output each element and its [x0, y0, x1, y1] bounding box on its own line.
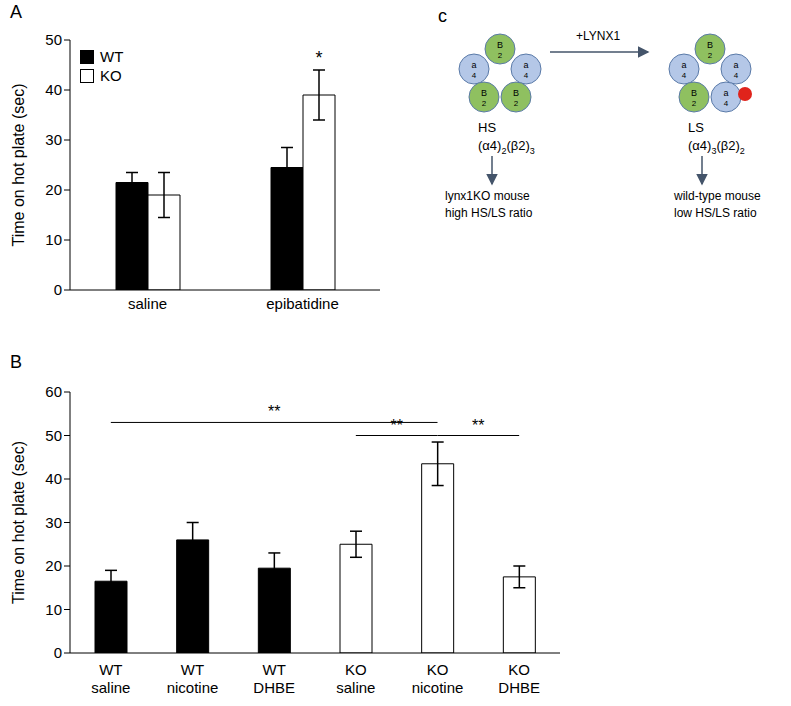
- svg-text:**: **: [390, 417, 402, 434]
- svg-text:2: 2: [482, 99, 487, 108]
- svg-text:4: 4: [724, 99, 729, 108]
- svg-text:2: 2: [708, 51, 713, 60]
- svg-text:WTnicotine: WTnicotine: [167, 661, 219, 696]
- svg-text:c: c: [438, 6, 447, 26]
- svg-text:saline: saline: [128, 295, 167, 312]
- svg-text:Time on hot plate (sec): Time on hot plate (sec): [10, 441, 27, 604]
- svg-text:40: 40: [45, 470, 62, 487]
- svg-text:**: **: [268, 403, 280, 420]
- svg-text:50: 50: [45, 427, 62, 444]
- svg-text:(α4)2(β2)3: (α4)2(β2)3: [478, 138, 535, 156]
- svg-text:epibatidine: epibatidine: [266, 295, 339, 312]
- svg-text:**: **: [472, 417, 484, 434]
- svg-text:LS: LS: [688, 120, 704, 135]
- svg-text:2: 2: [692, 99, 697, 108]
- svg-text:B: B: [513, 88, 519, 98]
- svg-text:a: a: [471, 60, 476, 70]
- svg-text:30: 30: [45, 514, 62, 531]
- svg-text:KOsaline: KOsaline: [336, 661, 375, 696]
- svg-text:KODHBE: KODHBE: [498, 661, 540, 696]
- svg-text:(α4)3(β2)2: (α4)3(β2)2: [688, 138, 745, 156]
- svg-text:a: a: [681, 60, 686, 70]
- svg-text:a: a: [523, 60, 528, 70]
- svg-text:2: 2: [498, 51, 503, 60]
- svg-text:30: 30: [45, 131, 62, 148]
- svg-text:a: a: [723, 88, 728, 98]
- html-text:WT: WT: [100, 48, 124, 65]
- svg-text:wild-type mouse: wild-type mouse: [673, 189, 761, 203]
- svg-text:WTsaline: WTsaline: [91, 661, 130, 696]
- svg-text:high HS/LS ratio: high HS/LS ratio: [445, 206, 533, 220]
- svg-text:0: 0: [54, 281, 62, 298]
- svg-text:20: 20: [45, 557, 62, 574]
- html-text:B: B: [10, 352, 22, 372]
- svg-text:4: 4: [682, 71, 687, 80]
- svg-text:4: 4: [472, 71, 477, 80]
- svg-text:4: 4: [734, 71, 739, 80]
- svg-text:*: *: [315, 48, 322, 68]
- svg-text:+LYNX1: +LYNX1: [576, 29, 620, 43]
- svg-text:4: 4: [524, 71, 529, 80]
- svg-text:HS: HS: [478, 120, 496, 135]
- svg-text:60: 60: [45, 383, 62, 400]
- svg-text:a: a: [733, 60, 738, 70]
- svg-text:B: B: [707, 40, 713, 50]
- html-text:KO: KO: [100, 67, 122, 84]
- html-text:A: A: [10, 2, 22, 22]
- svg-text:WTDHBE: WTDHBE: [253, 661, 295, 696]
- svg-text:40: 40: [45, 81, 62, 98]
- svg-text:Time on hot plate (sec): Time on hot plate (sec): [10, 83, 27, 246]
- svg-text:lynx1KO mouse: lynx1KO mouse: [445, 189, 530, 203]
- svg-text:10: 10: [45, 601, 62, 618]
- svg-text:KOnicotine: KOnicotine: [412, 661, 464, 696]
- svg-text:10: 10: [45, 231, 62, 248]
- svg-text:B: B: [497, 40, 503, 50]
- svg-text:2: 2: [514, 99, 519, 108]
- svg-text:20: 20: [45, 181, 62, 198]
- svg-text:50: 50: [45, 31, 62, 48]
- svg-text:B: B: [691, 88, 697, 98]
- svg-text:low HS/LS ratio: low HS/LS ratio: [674, 206, 757, 220]
- svg-text:0: 0: [54, 644, 62, 661]
- svg-text:B: B: [481, 88, 487, 98]
